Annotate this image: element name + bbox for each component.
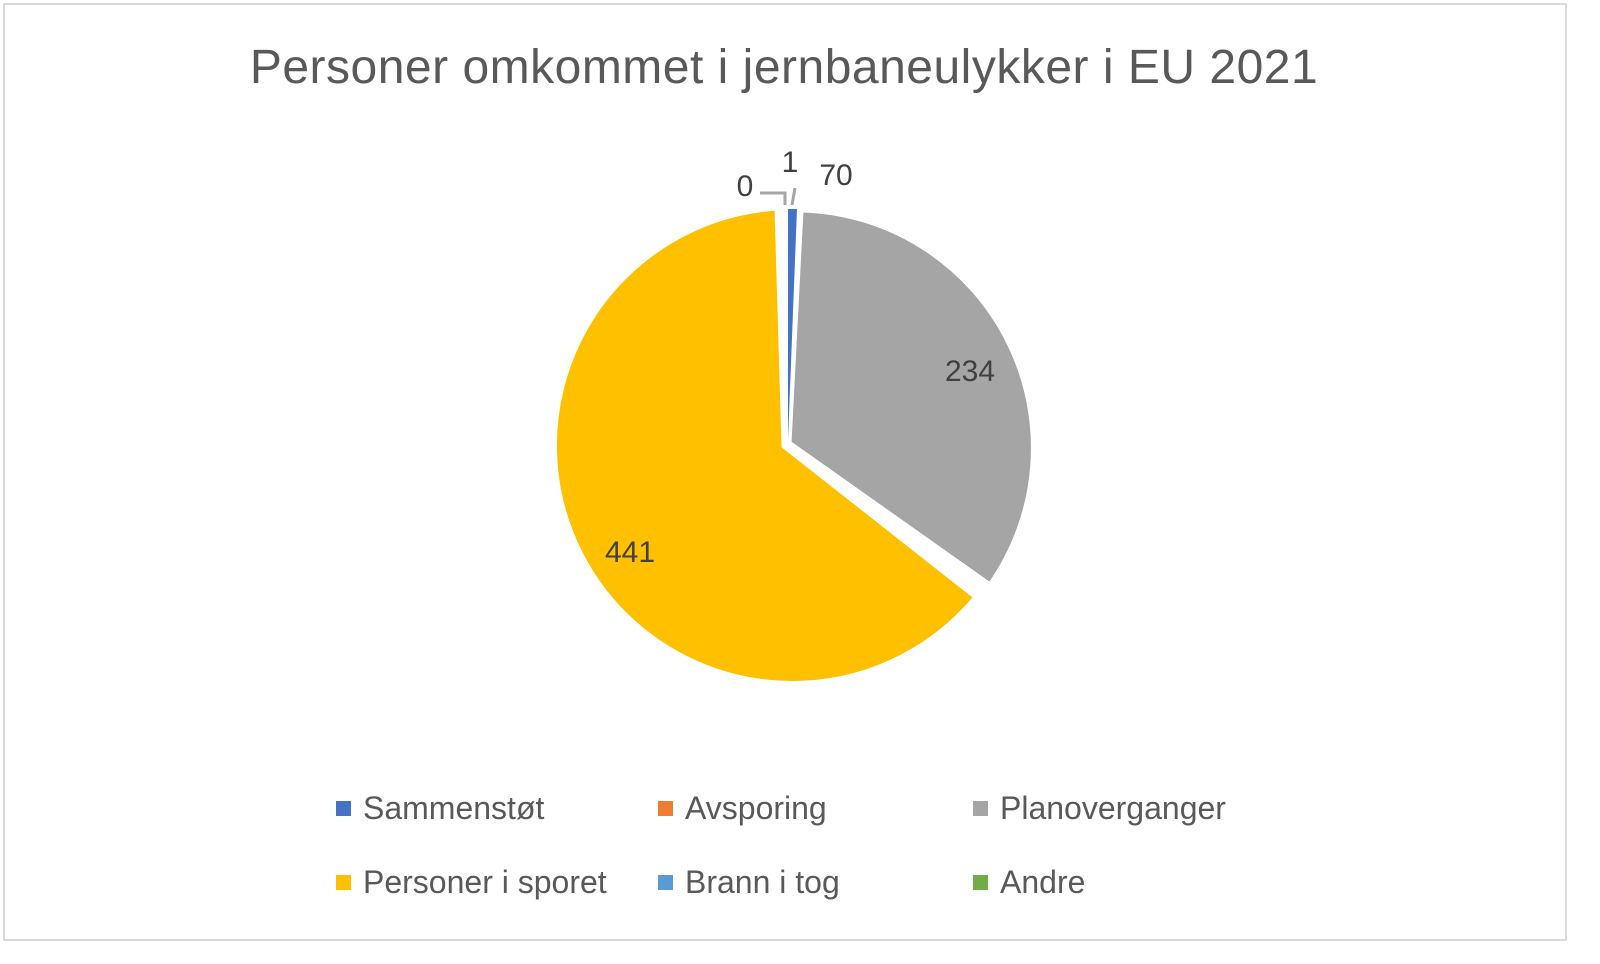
legend-item-andre[interactable]: Andre xyxy=(973,864,1085,901)
data-label-0: 0 xyxy=(737,170,754,203)
data-label-70: 70 xyxy=(819,159,852,192)
legend-item-personer-i-sporet[interactable]: Personer i sporet xyxy=(336,864,607,901)
slice-sammenstot-top xyxy=(788,209,796,219)
slice-planoverganger[interactable] xyxy=(786,207,1036,589)
data-label-441: 441 xyxy=(605,536,655,569)
legend-label: Brann i tog xyxy=(685,864,840,900)
legend-swatch-icon xyxy=(658,875,673,890)
chart-title: Personer omkommet i jernbaneulykker i EU… xyxy=(249,41,1319,94)
legend-swatch-icon xyxy=(973,875,988,890)
legend-swatch-icon xyxy=(336,875,351,890)
legend-item-planoverganger[interactable]: Planoverganger xyxy=(973,790,1226,827)
legend-label: Avsporing xyxy=(685,790,827,826)
legend-label: Personer i sporet xyxy=(363,864,607,900)
legend-item-brann-i-tog[interactable]: Brann i tog xyxy=(658,864,840,901)
leader-line-0 xyxy=(760,191,787,205)
legend-swatch-icon xyxy=(973,801,988,816)
legend-swatch-icon xyxy=(336,801,351,816)
data-label-1: 1 xyxy=(782,146,799,179)
legend-label: Planoverganger xyxy=(1000,790,1226,826)
legend-swatch-icon xyxy=(658,801,673,816)
legend-label: Andre xyxy=(1000,864,1086,900)
legend-item-sammenstot[interactable]: Sammenstøt xyxy=(336,790,544,827)
slice-sammenstot[interactable] xyxy=(788,209,797,440)
legend-label: Sammenstøt xyxy=(363,790,545,826)
data-label-234: 234 xyxy=(945,355,995,388)
slice-personer-i-sporet[interactable] xyxy=(551,205,980,686)
leader-line-70 xyxy=(790,187,797,206)
legend-item-avsporing[interactable]: Avsporing xyxy=(658,790,827,827)
